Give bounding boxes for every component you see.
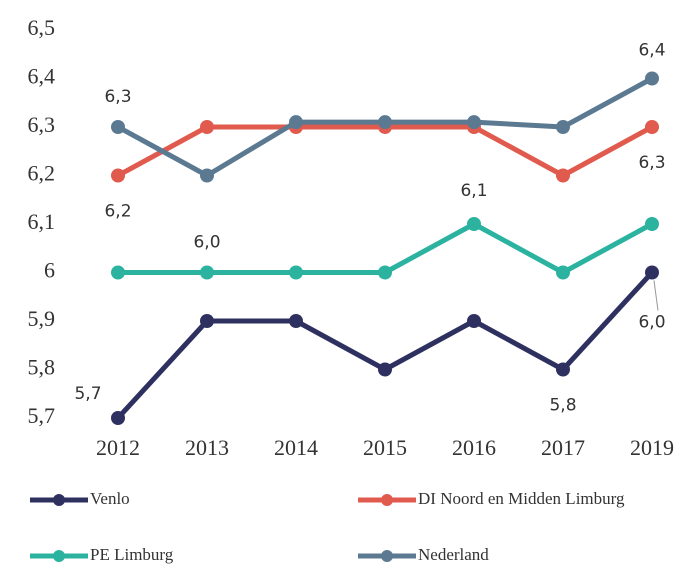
- y-tick-label: 6,3: [28, 112, 56, 137]
- point: [111, 265, 125, 280]
- point: [200, 314, 214, 328]
- data-label: 6,1: [460, 181, 487, 201]
- y-tick-label: 6,2: [28, 161, 56, 186]
- point: [289, 265, 303, 280]
- point: [556, 168, 570, 183]
- point: [467, 217, 481, 231]
- leader-line: [653, 280, 659, 311]
- data-label: 5,7: [74, 384, 101, 404]
- point: [556, 362, 570, 377]
- data-label: 6,0: [193, 233, 220, 253]
- legend-label: Venlo: [90, 489, 130, 508]
- point: [378, 362, 392, 377]
- legend-label: PE Limburg: [90, 545, 174, 564]
- y-tick-label: 6,1: [28, 209, 56, 234]
- x-tick-label: 2014: [274, 435, 318, 460]
- legend-marker: [53, 494, 65, 506]
- point: [200, 120, 214, 134]
- data-label: 6,4: [638, 41, 665, 61]
- point: [645, 120, 659, 134]
- data-label: 5,8: [549, 396, 576, 416]
- point: [378, 115, 392, 130]
- legend-marker: [381, 550, 393, 562]
- point: [111, 120, 125, 134]
- x-tick-label: 2012: [96, 435, 140, 460]
- point: [111, 411, 125, 425]
- y-tick-label: 5,8: [28, 355, 56, 380]
- point: [200, 168, 214, 183]
- y-tick-label: 6,4: [28, 64, 56, 89]
- x-tick-label: 2016: [452, 435, 496, 460]
- point: [200, 265, 214, 280]
- point: [556, 120, 570, 134]
- point: [378, 265, 392, 280]
- point: [289, 314, 303, 328]
- point: [467, 115, 481, 130]
- point: [467, 314, 481, 328]
- point: [645, 71, 659, 86]
- data-label: 6,3: [104, 87, 131, 107]
- data-label: 6,2: [104, 202, 131, 222]
- point: [645, 265, 659, 280]
- x-tick-label: 2015: [363, 435, 407, 460]
- legend-label: Nederland: [418, 545, 489, 564]
- data-label: 6,3: [638, 153, 665, 173]
- y-tick-label: 6: [44, 258, 55, 283]
- data-label: 6,0: [638, 313, 665, 333]
- point: [645, 217, 659, 231]
- legend-marker: [53, 550, 65, 562]
- legend-marker: [381, 494, 393, 506]
- point: [289, 115, 303, 130]
- point: [556, 265, 570, 280]
- y-tick-label: 6,5: [28, 15, 56, 40]
- x-tick-label: 2013: [185, 435, 229, 460]
- legend-label: DI Noord en Midden Limburg: [418, 489, 625, 508]
- x-tick-label: 2017: [541, 435, 585, 460]
- point: [111, 168, 125, 183]
- y-tick-label: 5,7: [28, 403, 56, 428]
- x-tick-label: 2019: [630, 435, 674, 460]
- y-tick-label: 5,9: [28, 306, 56, 331]
